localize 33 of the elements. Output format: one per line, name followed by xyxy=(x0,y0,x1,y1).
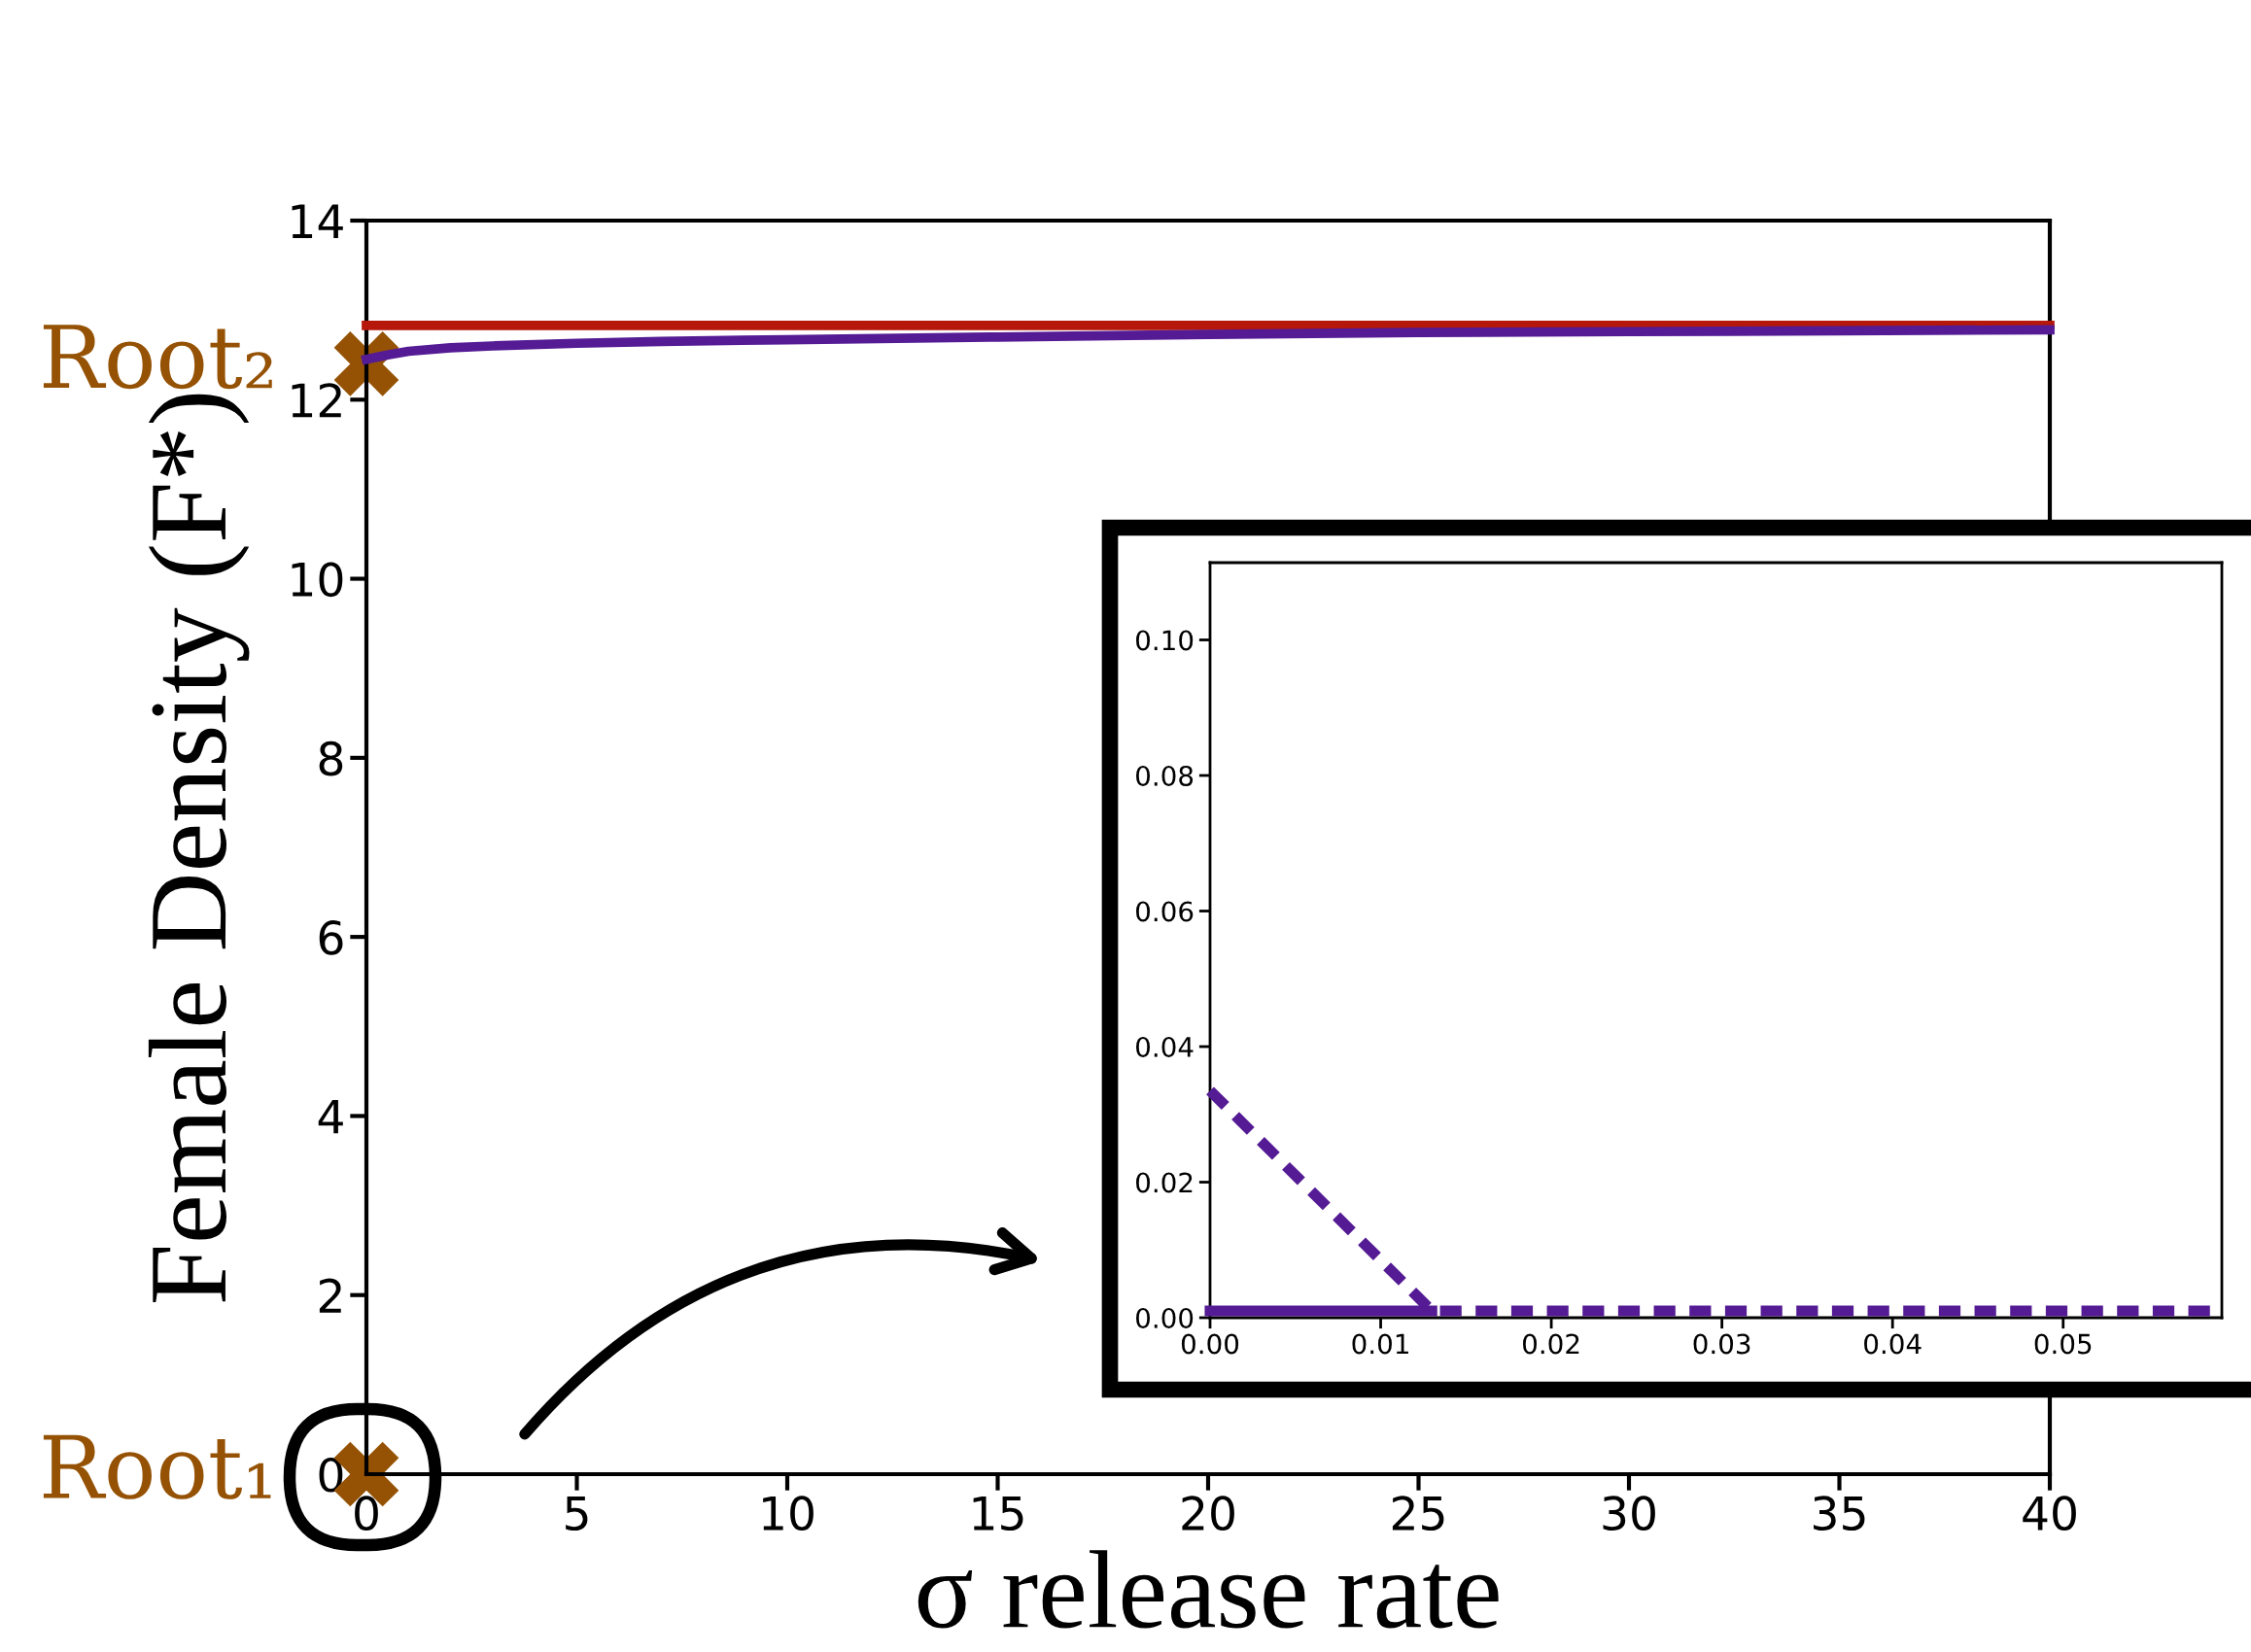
x-tick-label: 5 xyxy=(566,1496,588,1532)
x-tick-label: 15 xyxy=(973,1496,1023,1532)
y-axis-title: Female Density (F*) xyxy=(148,394,250,1303)
y-tick-label: 10 xyxy=(292,562,343,598)
x-tick-label: 35 xyxy=(1814,1496,1865,1532)
y-tick-label: 2 xyxy=(319,1278,341,1313)
x-tick-label: 0.02 xyxy=(1523,1333,1579,1355)
y-tick-label: 8 xyxy=(319,740,343,776)
x-tick-label: 30 xyxy=(1603,1496,1655,1532)
x-tick-label: 20 xyxy=(1182,1496,1234,1532)
x-tick-label: 0.03 xyxy=(1693,1333,1750,1355)
x-tick-label: 0.04 xyxy=(1864,1333,1922,1355)
x-tick-label: 0.01 xyxy=(1352,1333,1408,1355)
y-tick-label: 0.04 xyxy=(1136,1036,1194,1057)
y-tick-label: 0.06 xyxy=(1136,901,1194,922)
x-axis-title: σ release rate xyxy=(918,1550,1499,1629)
y-tick-label: 0.02 xyxy=(1136,1172,1193,1193)
x-tick-label: 25 xyxy=(1392,1496,1444,1532)
y-tick-label: 0.08 xyxy=(1136,765,1194,786)
x-tick-label: 40 xyxy=(2023,1496,2076,1532)
y-tick-label: 4 xyxy=(318,1099,343,1134)
x-tick-label: 0 xyxy=(355,1496,378,1532)
y-tick-label: 0.00 xyxy=(1136,1307,1194,1328)
y-tick-label: 0.10 xyxy=(1136,630,1194,651)
y-tick-label: 6 xyxy=(319,920,343,955)
x-tick-label: 10 xyxy=(763,1496,814,1532)
y-tick-label: 0 xyxy=(319,1457,343,1493)
y-tick-label: 14 xyxy=(292,204,343,238)
x-tick-label: 0.05 xyxy=(2034,1333,2092,1355)
annotation: Root₂ xyxy=(43,325,272,390)
x-tick-label: 0.00 xyxy=(1181,1333,1239,1355)
y-tick-label: 12 xyxy=(292,383,341,418)
annotation: Root₁ xyxy=(43,1434,271,1499)
